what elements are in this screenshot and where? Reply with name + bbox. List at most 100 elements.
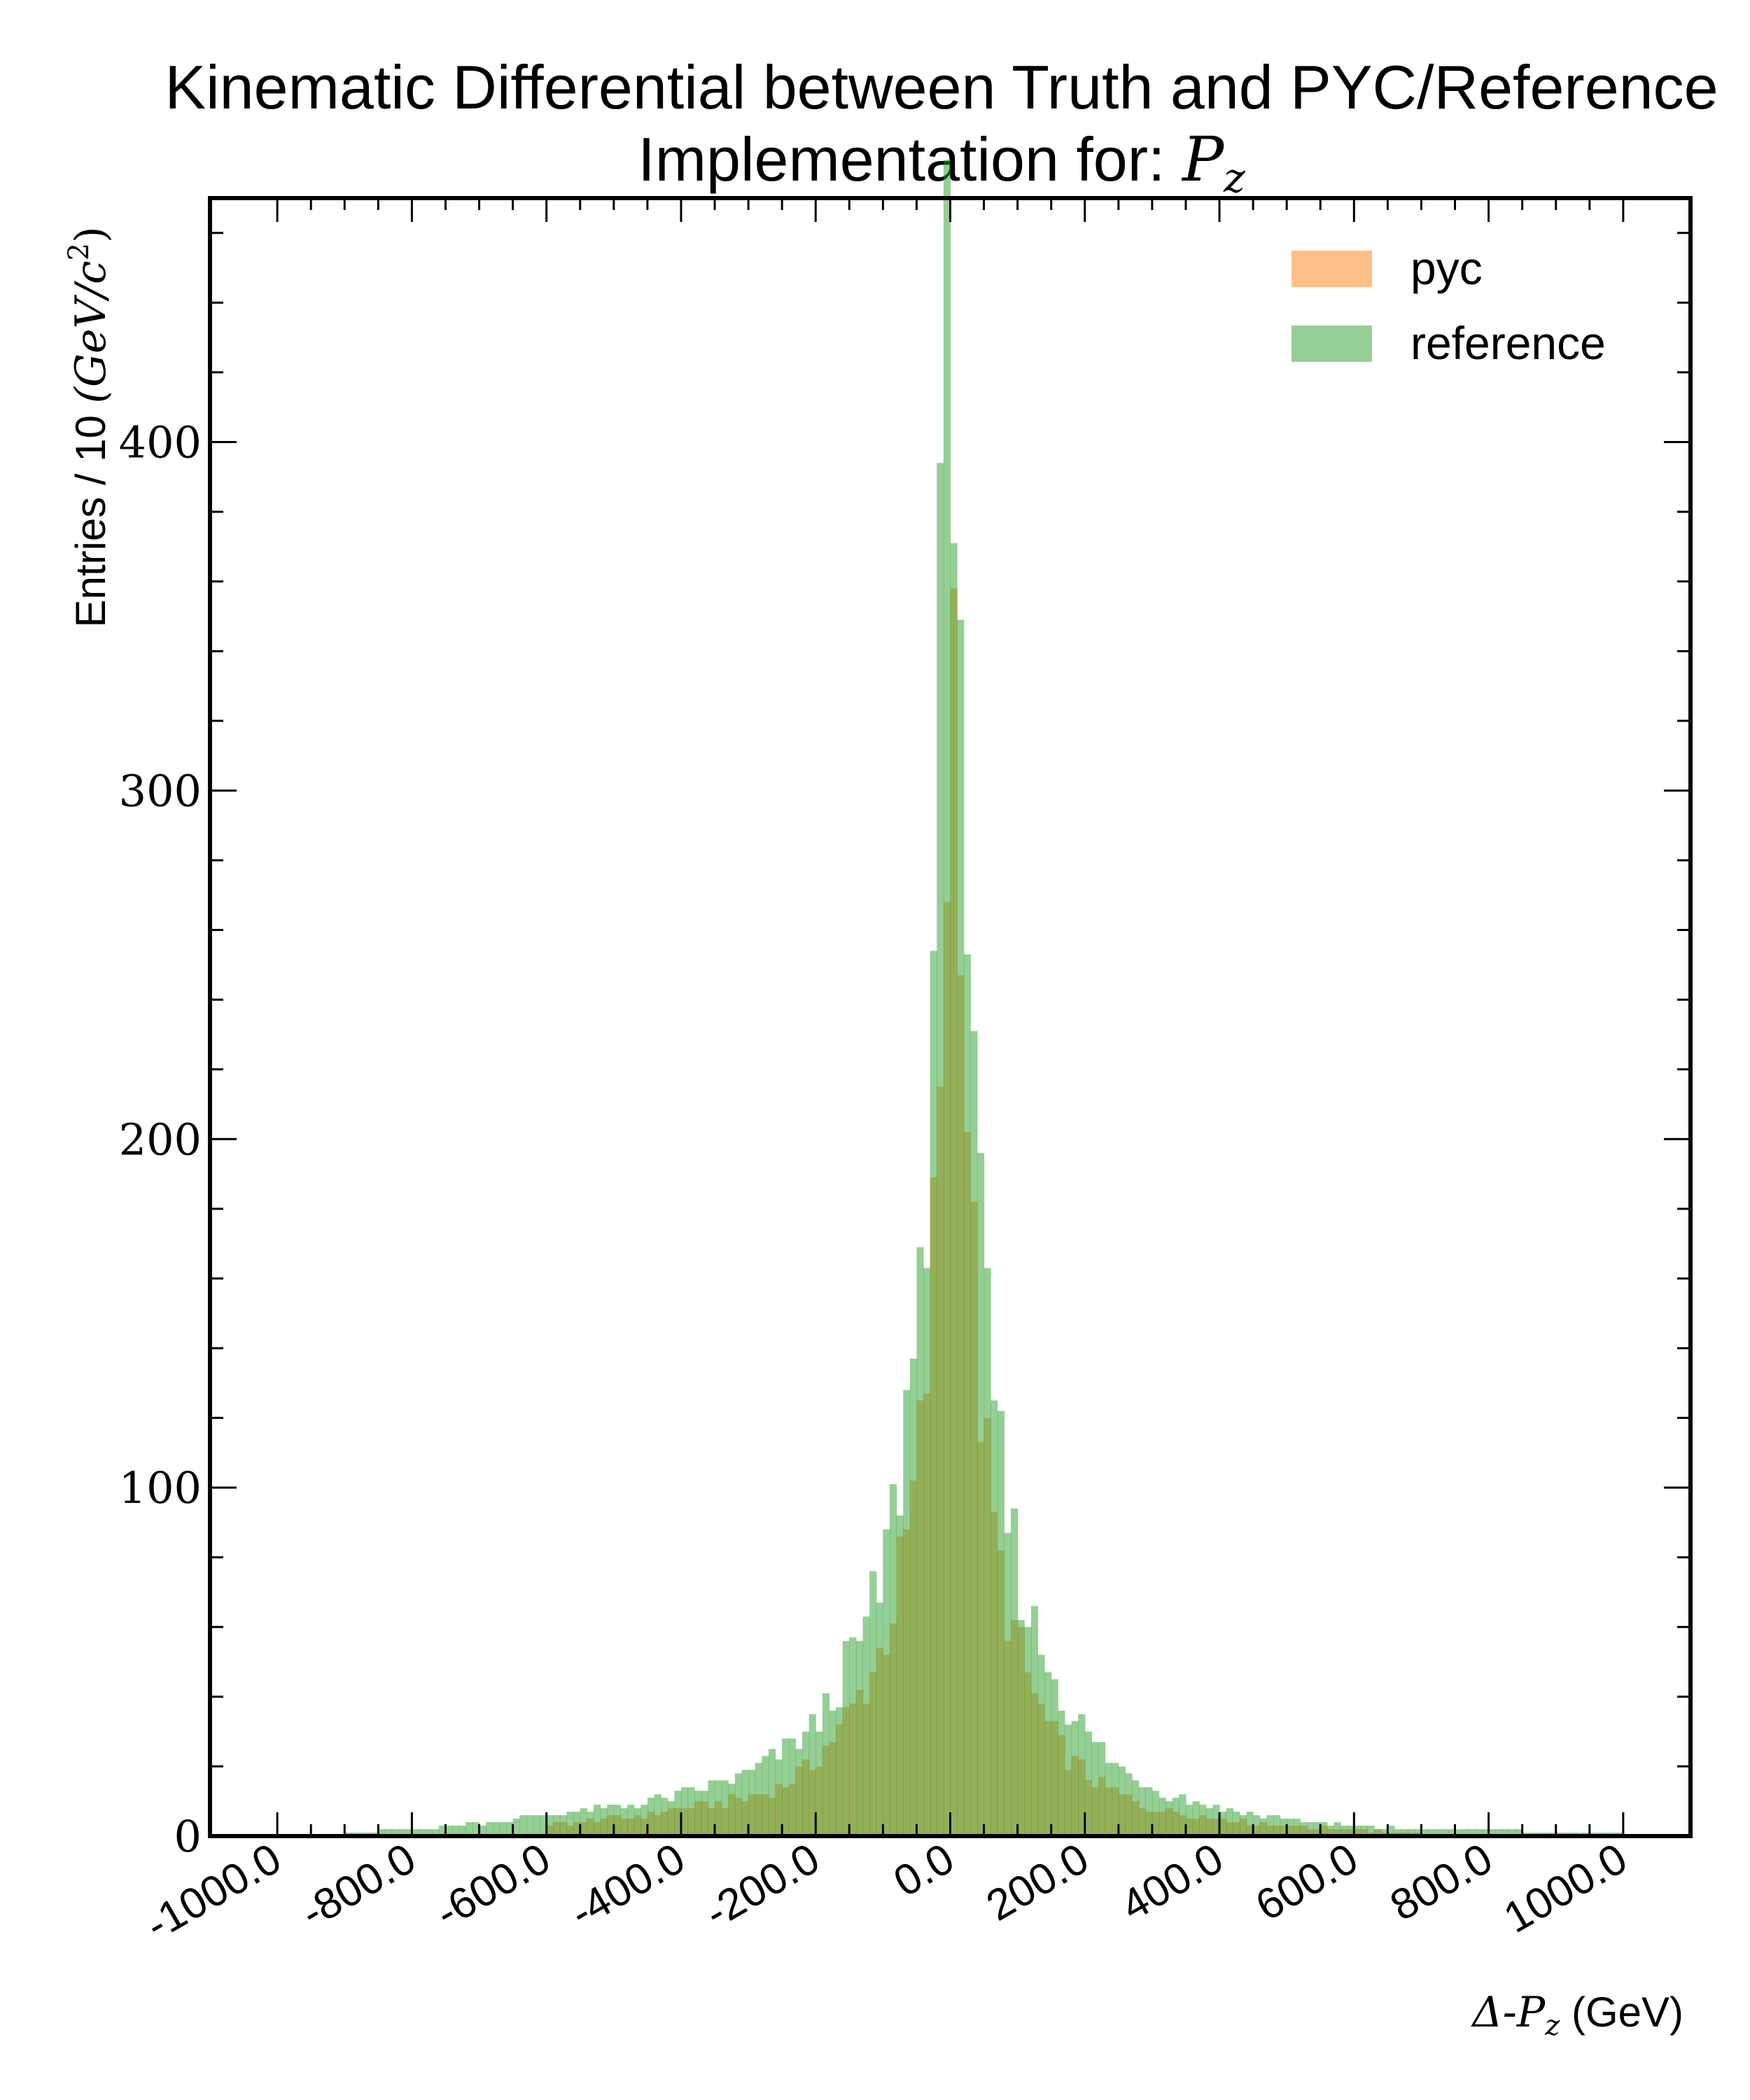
histogram-bar (970, 1030, 978, 1836)
histogram-bar (755, 1763, 762, 1836)
histogram-bar (1172, 1798, 1180, 1836)
histogram-bar (391, 1829, 399, 1836)
histogram-bar (1145, 1787, 1153, 1836)
x-tick-label: 0.0 (886, 1834, 962, 1906)
x-tick-label: -200.0 (696, 1834, 827, 1938)
x-tick-label: -400.0 (562, 1834, 693, 1938)
histogram-bar (620, 1808, 628, 1836)
histogram-bar (445, 1826, 453, 1836)
histogram-bar (937, 463, 944, 1836)
histogram-bar (419, 1829, 426, 1836)
histogram-bar (1084, 1731, 1092, 1836)
histogram-bar (896, 1515, 904, 1836)
histogram-bar (566, 1812, 574, 1836)
histogram-bar (943, 160, 951, 1837)
histogram-bar (1387, 1826, 1395, 1836)
histogram-bar (1205, 1808, 1214, 1836)
histogram-bar (1293, 1819, 1301, 1836)
histogram-bar (1051, 1679, 1058, 1836)
x-tick-label: 1000.0 (1496, 1834, 1635, 1942)
y-axis-label-close: ) (66, 226, 115, 242)
histogram-bar (916, 1247, 924, 1836)
histogram-bar (1199, 1805, 1207, 1836)
histogram-bar (1414, 1829, 1422, 1836)
histogram-bar (499, 1822, 507, 1836)
legend-swatch-pyc (1292, 251, 1372, 287)
chart-title-line2: Implementation for: Pz (638, 123, 1245, 202)
histogram-bar (1401, 1829, 1408, 1836)
histogram-bar (1326, 1826, 1335, 1836)
histogram-bar (654, 1794, 662, 1836)
histogram-bar (472, 1822, 480, 1836)
histogram-bar (822, 1693, 830, 1836)
y-tick-label: 400 (119, 417, 202, 468)
histogram-bar (1334, 1822, 1341, 1836)
histogram-bar (1185, 1805, 1194, 1836)
histogram-bar (1495, 1829, 1503, 1836)
histogram-bar (573, 1812, 581, 1836)
histogram-bar (741, 1770, 749, 1836)
histogram-bar (950, 542, 958, 1836)
histogram-bar (728, 1784, 736, 1836)
histogram-bar (1259, 1819, 1267, 1836)
histogram-bar (600, 1808, 608, 1836)
histogram-bar (1158, 1798, 1166, 1836)
histogram-bar (1105, 1763, 1112, 1836)
histogram-bar (1367, 1826, 1375, 1836)
histogram-bar (1374, 1829, 1382, 1836)
histogram-bar (1441, 1829, 1449, 1836)
x-axis-label-unit: (GeV) (1560, 1989, 1684, 2036)
histogram-bar (1394, 1829, 1402, 1836)
histogram-bar (909, 1358, 918, 1836)
x-axis-label: Δ-Pz (GeV) (1471, 1988, 1684, 2042)
series-reference (344, 160, 1624, 1837)
histogram-bar (398, 1829, 406, 1836)
y-tick-label: 200 (119, 1114, 202, 1165)
histogram-bar (1138, 1787, 1146, 1836)
histogram-bar (997, 1410, 1005, 1836)
histogram-bar (378, 1829, 386, 1836)
histogram-bar (593, 1805, 601, 1836)
histogram-bar (587, 1812, 594, 1836)
histogram-bar (384, 1829, 393, 1836)
histogram-bar (1488, 1829, 1496, 1836)
histogram-bar (1004, 1532, 1011, 1836)
histogram-bar (1300, 1822, 1308, 1836)
histogram-bar (479, 1826, 486, 1836)
histogram-bar (680, 1787, 689, 1836)
histogram-bar (425, 1829, 433, 1836)
histogram-bar (1132, 1780, 1140, 1836)
histogram-bar (1462, 1829, 1469, 1836)
histogram-bar (1212, 1805, 1220, 1836)
histogram-bars (344, 160, 1624, 1837)
histogram-bar (808, 1714, 816, 1836)
histogram-bar (647, 1798, 655, 1836)
y-axis-label: Entries / 10 (GeV/c2) (63, 226, 115, 627)
histogram-bar (795, 1749, 803, 1836)
histogram-bar (627, 1805, 635, 1836)
histogram-bar (546, 1815, 554, 1836)
histogram-bar (1011, 1508, 1018, 1836)
axis-ticks (210, 198, 1690, 1837)
histogram-bar (782, 1738, 790, 1836)
histogram-bar (734, 1773, 743, 1836)
histogram-bar (553, 1815, 561, 1836)
histogram-bar (1434, 1829, 1442, 1836)
histogram-bar (990, 1400, 998, 1836)
histogram-bar (802, 1731, 810, 1836)
histogram-bar (1360, 1826, 1368, 1836)
histogram-bar (1179, 1794, 1186, 1836)
histogram-bar (1239, 1815, 1247, 1836)
histogram-bar (1475, 1829, 1483, 1836)
histogram-bar (1307, 1822, 1315, 1836)
histogram-bar (661, 1798, 668, 1836)
histogram-bar (687, 1787, 695, 1836)
histogram-bar (788, 1738, 796, 1836)
legend-label-reference: reference (1410, 317, 1606, 369)
histogram-bar (829, 1710, 836, 1836)
histogram-bar (607, 1805, 615, 1836)
histogram-bar (923, 1268, 931, 1836)
histogram-bar (1380, 1829, 1388, 1836)
histogram-bar (1017, 1620, 1025, 1836)
histogram-bar (1024, 1627, 1032, 1836)
